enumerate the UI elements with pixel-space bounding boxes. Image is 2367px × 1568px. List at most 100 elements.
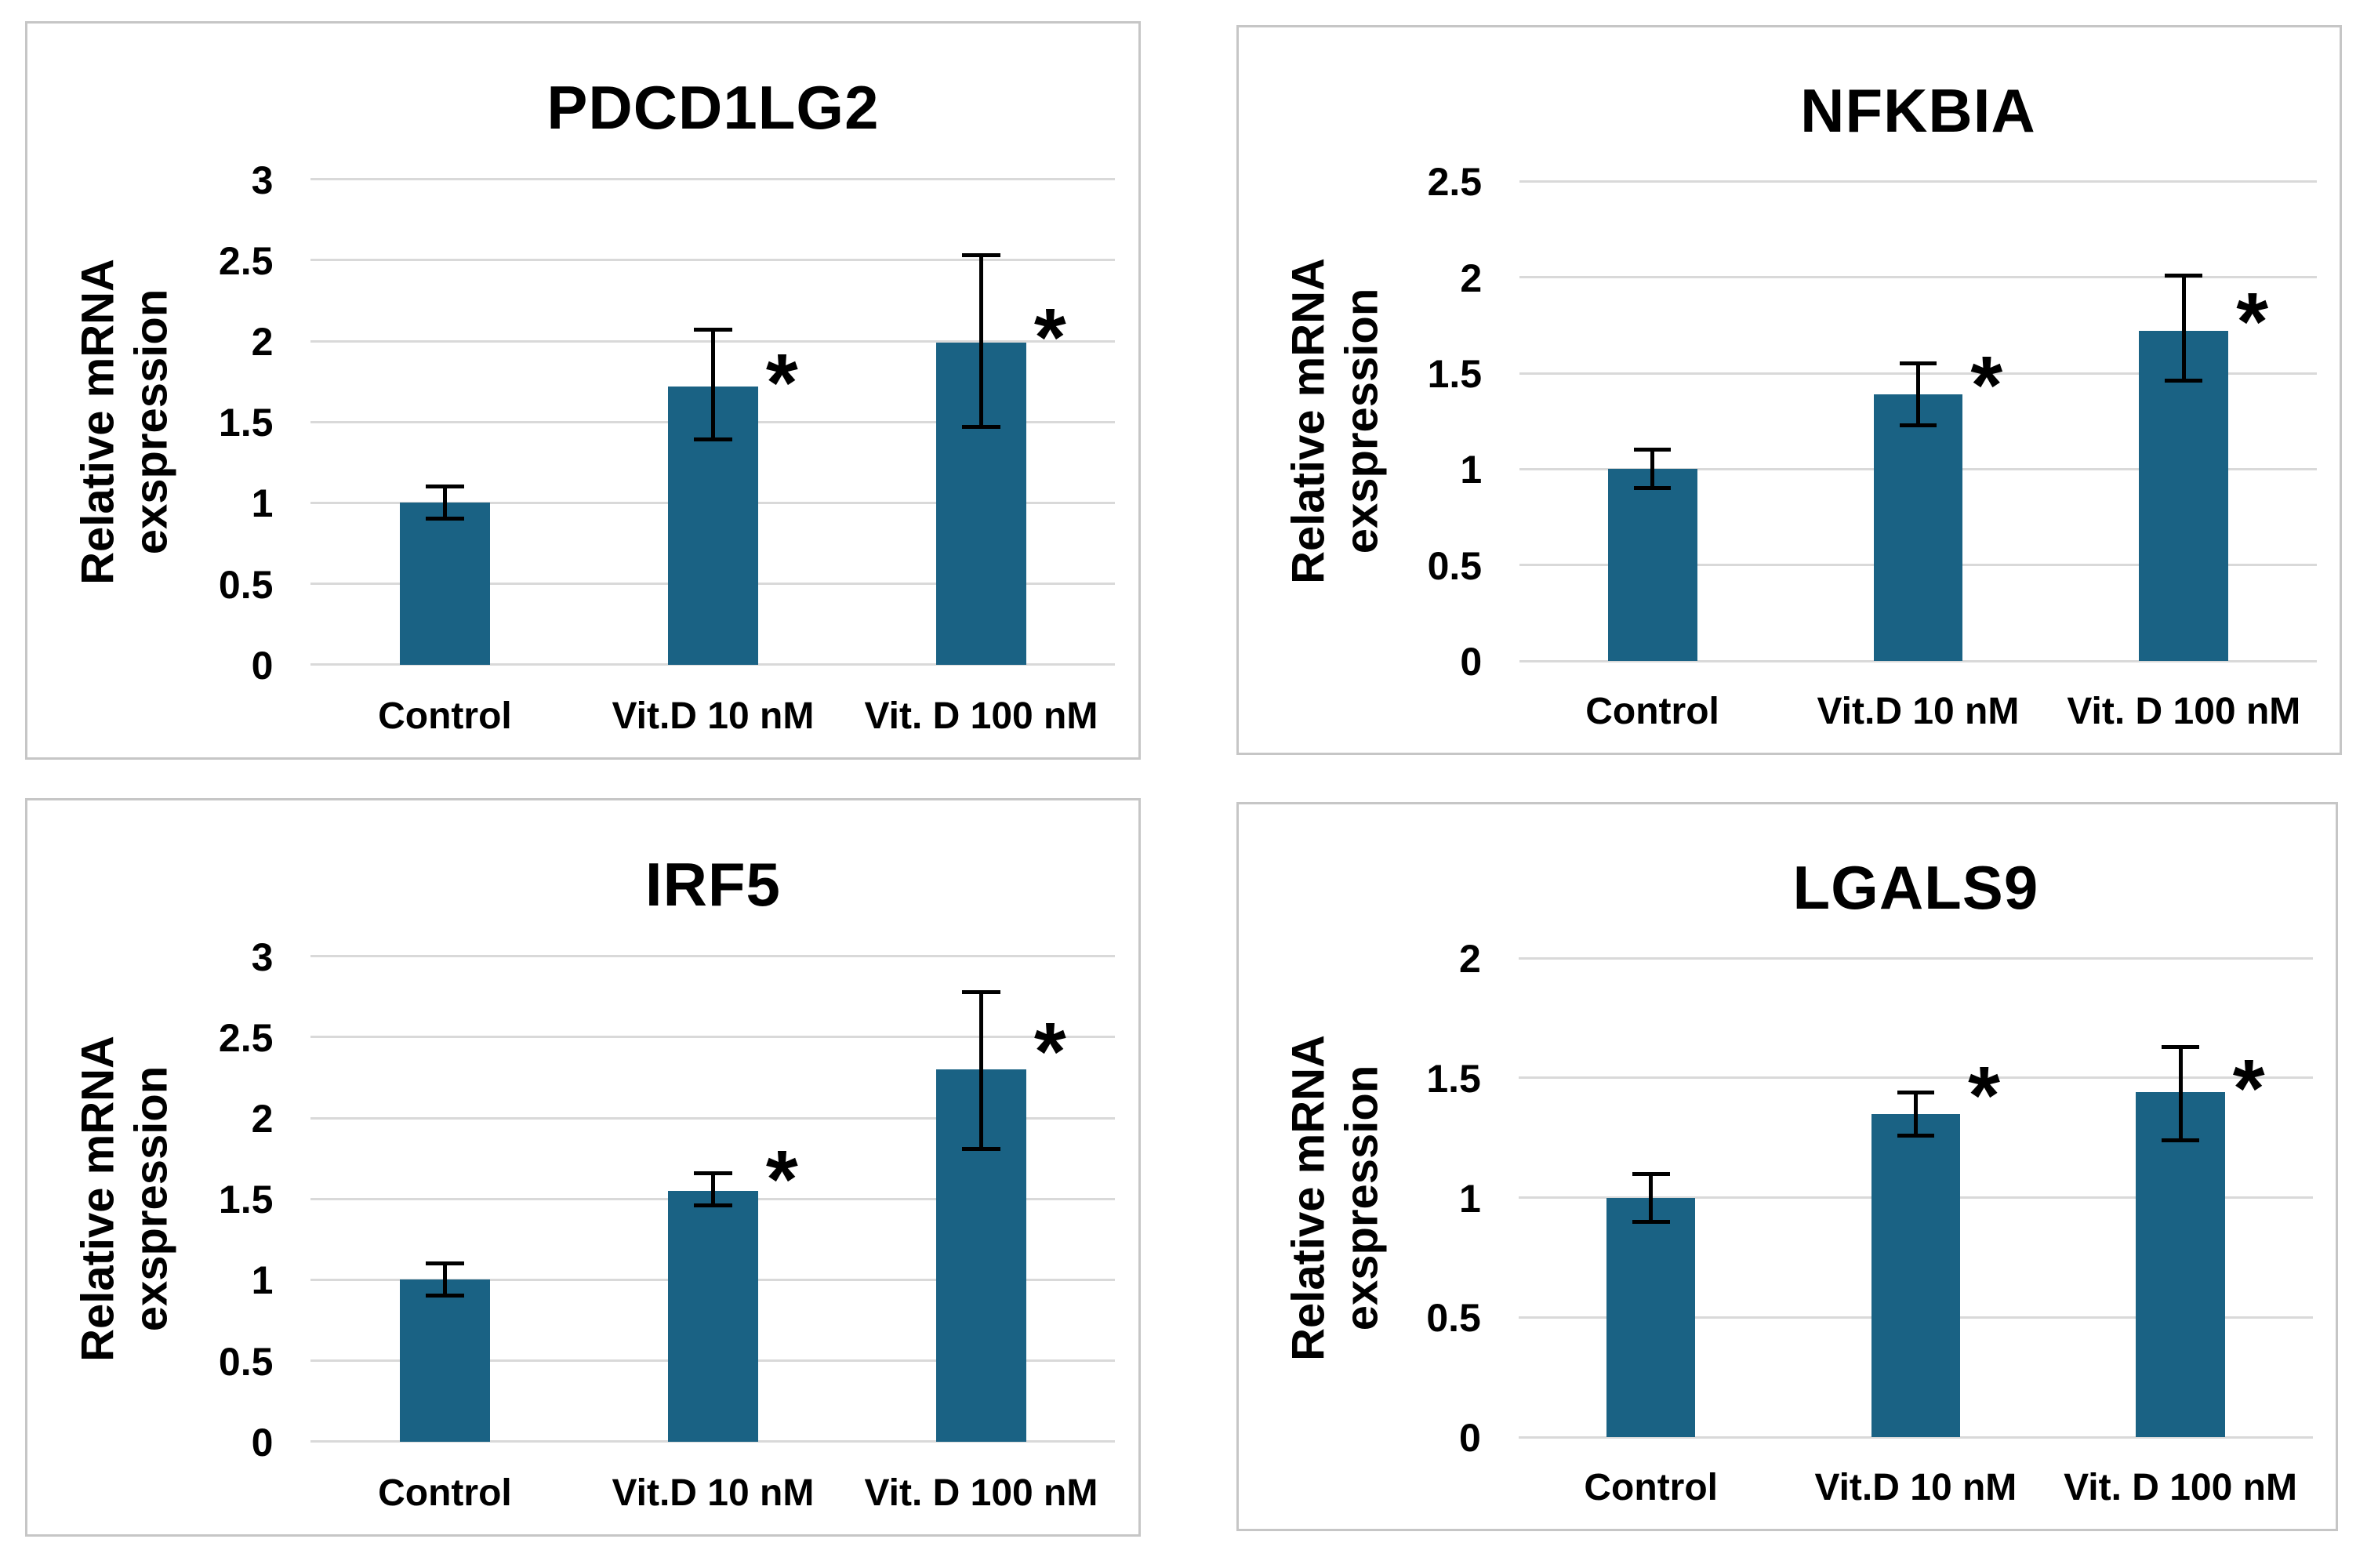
error-bar-cap-top	[1897, 1090, 1935, 1094]
bar-vit-d-100-nm	[2139, 331, 2229, 662]
error-bar-cap-top	[426, 485, 464, 489]
significance-asterisk: *	[765, 1133, 798, 1225]
gridline	[1518, 1076, 2313, 1080]
chart-panel-nfkbia: NFKBIA Relative mRNA exspression 0 0.5 1 1.5 2 2…	[1236, 25, 2342, 755]
error-bar-cap-bottom	[962, 1146, 1000, 1151]
x-category-label: Control	[1584, 1467, 1719, 1509]
bar-vit-d-10-nm	[667, 1190, 758, 1442]
y-tick-label: 1.5	[218, 401, 274, 445]
y-tick-label: 0.5	[1426, 1296, 1481, 1341]
y-tick-label: 2	[1459, 937, 1481, 982]
chart-title: LGALS9	[1792, 852, 2039, 922]
y-tick-label: 2.5	[218, 1015, 274, 1060]
gridline	[1518, 1436, 2313, 1439]
error-bar-vertical	[1913, 1092, 1918, 1136]
error-bar-cap-top	[426, 1261, 464, 1266]
bar-vit-d-10-nm	[1871, 1113, 1961, 1438]
x-category-label: Vit.D 10 nM	[1817, 691, 2020, 733]
x-category-label: Vit. D 100 nM	[2064, 1467, 2297, 1509]
error-bar-cap-bottom	[694, 437, 732, 442]
y-tick-label: 1.5	[1427, 352, 1483, 397]
gridline	[1519, 659, 2317, 662]
y-axis-title-line2: exspression	[1337, 289, 1389, 554]
error-bar-vertical	[978, 992, 983, 1149]
error-bar-vertical	[442, 1263, 447, 1296]
error-bar-vertical	[1650, 449, 1655, 488]
significance-asterisk: *	[1970, 339, 2003, 431]
x-category-label: Control	[1585, 691, 1719, 733]
error-bar-vertical	[1649, 1174, 1654, 1222]
y-tick-label: 0	[1459, 1416, 1481, 1461]
error-bar-cap-top	[2165, 273, 2203, 278]
bar-control	[1606, 1197, 1696, 1438]
x-category-label: Control	[378, 1472, 512, 1514]
gridline	[310, 1440, 1116, 1443]
y-tick-label: 0.5	[218, 562, 274, 607]
significance-asterisk: *	[2232, 1042, 2265, 1134]
y-tick-label: 1	[251, 1258, 274, 1303]
chart-title: IRF5	[644, 850, 781, 920]
bar-vit-d-10-nm	[1873, 394, 1963, 662]
error-bar-cap-top	[962, 253, 1000, 258]
y-tick-label: 1	[251, 481, 274, 526]
chart-title: PDCD1LG2	[546, 73, 880, 143]
y-tick-label: 2.5	[1427, 160, 1483, 205]
y-tick-label: 3	[251, 158, 274, 202]
bar-control	[399, 1279, 490, 1442]
error-bar-vertical	[442, 486, 447, 519]
error-bar-cap-top	[2162, 1044, 2199, 1049]
gridline	[310, 955, 1116, 958]
gridline	[310, 1036, 1116, 1039]
error-bar-vertical	[2178, 1047, 2183, 1141]
error-bar-cap-top	[694, 1171, 732, 1175]
y-tick-label: 0	[251, 1420, 274, 1465]
y-tick-label: 1	[1459, 1176, 1481, 1221]
y-tick-label: 0	[251, 643, 274, 688]
y-tick-label: 1.5	[1426, 1056, 1481, 1101]
y-tick-label: 0.5	[1427, 543, 1483, 588]
gridline	[1519, 180, 2317, 183]
significance-asterisk: *	[1033, 1005, 1066, 1098]
error-bar-cap-bottom	[1897, 1133, 1935, 1138]
gridline	[310, 1116, 1116, 1120]
chart-title: NFKBIA	[1800, 76, 2036, 146]
error-bar-cap-top	[1633, 448, 1672, 452]
chart-panel-pdcd1lg2: PDCD1LG2 Relative mRNA exspression 0 0.5 1 1.5…	[25, 21, 1141, 760]
x-category-label: Vit. D 100 nM	[864, 695, 1098, 737]
error-bar-cap-bottom	[426, 517, 464, 521]
chart-panel-irf5: IRF5 Relative mRNA exspression 0 0.5 1 1.5 2 2.5…	[25, 798, 1141, 1537]
error-bar-vertical	[1915, 363, 1920, 426]
y-tick-label: 0.5	[218, 1339, 274, 1384]
x-category-label: Vit.D 10 nM	[1814, 1467, 2017, 1509]
significance-asterisk: *	[765, 337, 798, 429]
y-tick-label: 2	[251, 1097, 274, 1142]
y-tick-label: 1	[1460, 448, 1483, 492]
y-axis-title-line1: Relative mRNA	[1283, 258, 1334, 585]
y-tick-label: 1.5	[218, 1178, 274, 1222]
error-bar-vertical	[710, 1173, 715, 1206]
gridline	[310, 259, 1116, 262]
error-bar-vertical	[2181, 275, 2186, 381]
error-bar-vertical	[710, 329, 715, 440]
error-bar-cap-bottom	[1899, 423, 1937, 427]
error-bar-cap-bottom	[962, 424, 1000, 429]
bar-control	[399, 503, 490, 665]
error-bar-cap-top	[962, 989, 1000, 994]
error-bar-cap-bottom	[1632, 1219, 1670, 1224]
y-tick-label: 0	[1460, 640, 1483, 684]
y-tick-label: 2	[251, 320, 274, 365]
gridline	[310, 663, 1116, 666]
x-category-label: Vit. D 100 nM	[864, 1472, 1098, 1514]
y-tick-label: 2	[1460, 256, 1483, 300]
bar-control	[1607, 469, 1697, 662]
error-bar-cap-bottom	[426, 1294, 464, 1298]
error-bar-cap-top	[1899, 361, 1937, 366]
error-bar-cap-top	[1632, 1171, 1670, 1176]
gridline	[1518, 956, 2313, 960]
error-bar-vertical	[978, 255, 983, 427]
x-category-label: Vit.D 10 nM	[612, 695, 815, 737]
significance-asterisk: *	[2236, 276, 2269, 368]
error-bar-cap-bottom	[2165, 379, 2203, 383]
y-tick-label: 2.5	[218, 238, 274, 283]
